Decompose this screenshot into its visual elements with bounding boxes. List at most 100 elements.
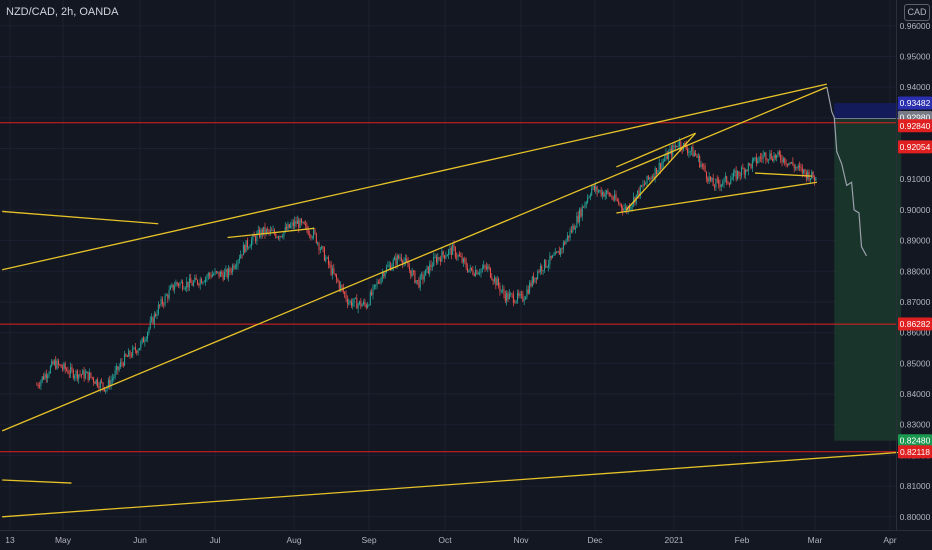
candle-body bbox=[615, 194, 617, 200]
trendline[interactable] bbox=[227, 227, 315, 239]
candle-body bbox=[596, 186, 598, 192]
candle-body bbox=[128, 350, 130, 357]
projection-path[interactable] bbox=[826, 87, 868, 257]
candle-body bbox=[357, 303, 359, 309]
candle-body bbox=[407, 261, 409, 268]
candle-body bbox=[643, 184, 645, 185]
candle-body bbox=[720, 184, 722, 187]
candle-body bbox=[550, 255, 552, 258]
price-tag-label: 0.92054 bbox=[900, 142, 931, 152]
candle-body bbox=[66, 369, 68, 371]
candle-body bbox=[583, 206, 585, 208]
candle-body bbox=[685, 144, 687, 150]
candle-body bbox=[79, 374, 81, 376]
candle-body bbox=[300, 219, 302, 223]
candle-body bbox=[715, 179, 717, 188]
candle-body bbox=[226, 269, 228, 278]
candle-body bbox=[253, 234, 255, 237]
candle-body bbox=[275, 233, 277, 238]
trendline[interactable] bbox=[1, 86, 828, 432]
candle-body bbox=[750, 163, 752, 168]
candle-body bbox=[655, 167, 657, 175]
candle-body bbox=[213, 274, 215, 276]
candle-body bbox=[365, 304, 367, 308]
stop-zone[interactable] bbox=[834, 103, 902, 119]
candle-body bbox=[674, 145, 676, 148]
candle-body bbox=[641, 185, 643, 187]
candle-body bbox=[369, 292, 371, 305]
candle-body bbox=[70, 367, 72, 374]
candle-body bbox=[210, 275, 212, 277]
candle-body bbox=[461, 256, 463, 263]
candle-body bbox=[572, 225, 574, 232]
candle-body bbox=[68, 373, 70, 375]
candle-body bbox=[286, 226, 288, 230]
candle-body bbox=[373, 284, 375, 287]
candle-body bbox=[376, 282, 378, 285]
candle-body bbox=[691, 147, 693, 152]
candle-body bbox=[510, 293, 512, 295]
candle-body bbox=[529, 283, 531, 294]
time-tick-label: Dec bbox=[587, 535, 603, 545]
candle-body bbox=[182, 281, 184, 289]
candle-body bbox=[512, 294, 514, 303]
candle-body bbox=[477, 273, 479, 275]
candle-body bbox=[406, 258, 408, 262]
currency-button[interactable]: CAD bbox=[904, 4, 930, 21]
candle-body bbox=[39, 385, 41, 387]
candle-body bbox=[375, 284, 377, 286]
candle-body bbox=[71, 367, 73, 370]
candle-body bbox=[64, 363, 66, 370]
candle-body bbox=[57, 360, 59, 365]
candle-body bbox=[319, 249, 321, 250]
candle-body bbox=[40, 380, 42, 387]
candle-body bbox=[114, 370, 116, 377]
trendline[interactable] bbox=[625, 132, 697, 211]
candle-body bbox=[439, 258, 441, 262]
trendline[interactable] bbox=[754, 172, 813, 177]
candle-body bbox=[469, 267, 471, 270]
trendline[interactable] bbox=[616, 181, 818, 214]
candle-body bbox=[102, 382, 104, 388]
candle-body bbox=[341, 285, 343, 288]
candle-body bbox=[214, 271, 216, 275]
candle-body bbox=[498, 278, 500, 286]
candle-body bbox=[464, 258, 466, 262]
candle-body bbox=[809, 178, 811, 181]
trendline[interactable] bbox=[2, 83, 827, 271]
trendline[interactable] bbox=[2, 450, 922, 518]
candle-body bbox=[678, 141, 680, 147]
candle-body bbox=[59, 364, 61, 366]
candle-body bbox=[217, 271, 219, 273]
candle-body bbox=[803, 169, 805, 174]
profit-zone[interactable] bbox=[834, 118, 902, 441]
trendline[interactable] bbox=[616, 132, 696, 168]
candle-body bbox=[628, 206, 630, 210]
candle-body bbox=[492, 279, 494, 282]
candle-body bbox=[260, 229, 262, 238]
candle-body bbox=[310, 235, 312, 238]
candle-body bbox=[502, 289, 504, 291]
trendline[interactable] bbox=[2, 479, 72, 484]
candle-body bbox=[769, 153, 771, 160]
candle-body bbox=[147, 332, 149, 339]
time-tick-label: Jul bbox=[210, 535, 221, 545]
candle-body bbox=[333, 268, 335, 274]
candle-body bbox=[561, 248, 563, 250]
candle-body bbox=[186, 281, 188, 288]
trendline[interactable] bbox=[2, 210, 159, 225]
candle-body bbox=[762, 154, 764, 159]
candle-body bbox=[708, 176, 710, 182]
candle-body bbox=[309, 234, 311, 236]
candle-body bbox=[606, 190, 608, 195]
candle-body bbox=[450, 248, 452, 255]
candle-body bbox=[221, 271, 223, 275]
candle-body bbox=[48, 373, 50, 376]
candle-body bbox=[539, 266, 541, 272]
candle-body bbox=[608, 192, 610, 196]
candle-body bbox=[187, 281, 189, 288]
candle-body bbox=[180, 281, 182, 283]
time-tick-label: May bbox=[55, 535, 72, 545]
candle-body bbox=[676, 145, 678, 147]
